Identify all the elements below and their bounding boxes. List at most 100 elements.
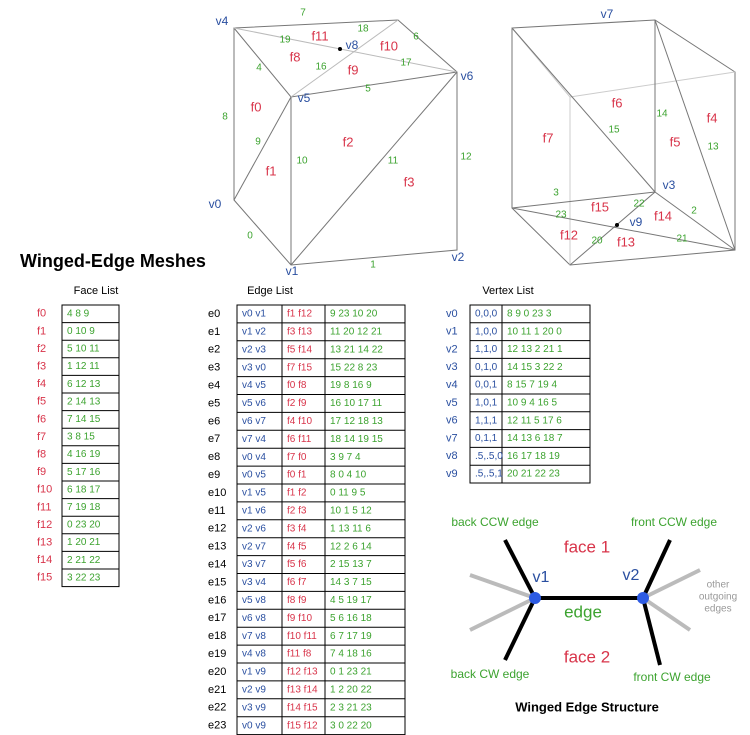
edge-label: 20 (591, 236, 603, 247)
cell: f11 f8 (287, 649, 312, 660)
cell: 3 8 15 (67, 432, 95, 443)
vertice-label: v5 (298, 91, 311, 105)
cell: 1 20 21 (67, 537, 101, 548)
edge-label: 21 (676, 234, 688, 245)
row-label: v9 (446, 468, 458, 480)
edge-label: 10 (296, 156, 308, 167)
cell: v4 v5 (242, 380, 266, 391)
row-label: v0 (446, 308, 458, 320)
cell: 0,1,1 (475, 433, 498, 444)
row-label: e0 (208, 308, 220, 320)
cell: 6 7 17 19 (330, 631, 372, 642)
cell: 1,0,1 (475, 398, 498, 409)
vertice-label: v3 (663, 178, 676, 192)
cell: 7 4 18 16 (330, 649, 372, 660)
cell: v3 v0 (242, 362, 266, 373)
cell: 4 16 19 (67, 449, 101, 460)
row-label: v4 (446, 379, 458, 391)
cell: v1 v5 (242, 488, 266, 499)
structure-note: outgoing (699, 592, 737, 603)
cell: 2 21 22 (67, 555, 101, 566)
cell: v2 v7 (242, 541, 266, 552)
row-label: e17 (208, 612, 226, 624)
face-label: f9 (348, 62, 359, 77)
face-label: f15 (591, 199, 609, 214)
row-label: v1 (446, 326, 458, 338)
cell: 17 12 18 13 (330, 416, 383, 427)
cube-2-lines (511, 19, 736, 266)
structure-label: v1 (533, 569, 550, 586)
cell: 10 11 1 20 0 (507, 326, 562, 337)
face-label: f12 (560, 227, 578, 242)
cell: 13 21 14 22 (330, 344, 383, 355)
edge-label: 15 (608, 125, 620, 136)
vertice-label: v4 (216, 14, 229, 28)
cell: 5 17 16 (67, 467, 101, 478)
row-label: e10 (208, 487, 226, 499)
vertice-label: v7 (601, 7, 614, 21)
cell: f1 f2 (287, 488, 307, 499)
row-label: e1 (208, 326, 220, 338)
vertice-label: v0 (209, 197, 222, 211)
cell: 3 9 7 4 (330, 452, 361, 463)
row-label: f14 (37, 554, 52, 566)
structure-note: other (707, 580, 730, 591)
cell: f0 f1 (287, 470, 307, 481)
edge-label: 23 (555, 210, 567, 221)
cell: v0 v5 (242, 470, 266, 481)
cell: 0 1 23 21 (330, 667, 372, 678)
row-label: v5 (446, 397, 458, 409)
row-label: f4 (37, 378, 46, 390)
cell: 5 10 11 (67, 344, 100, 355)
edge-label: 4 (256, 63, 262, 74)
cell: v4 v8 (242, 649, 266, 660)
cell: 8 15 7 19 4 (507, 380, 557, 391)
cell: 1 13 11 6 (330, 523, 371, 534)
cell: f7 f0 (287, 452, 307, 463)
cell: 4 5 19 17 (330, 595, 372, 606)
edge-label: 22 (633, 199, 645, 210)
row-label: e18 (208, 630, 226, 642)
cell: f0 f8 (287, 380, 307, 391)
row-label: f2 (37, 343, 46, 355)
cell: 0,0,0 (475, 309, 498, 320)
row-label: e5 (208, 397, 220, 409)
cell: v7 v4 (242, 434, 266, 445)
row-label: e12 (208, 523, 226, 535)
cell: v5 v6 (242, 398, 266, 409)
cell: f14 f15 (287, 702, 318, 713)
cell: 20 21 22 23 (507, 469, 560, 480)
cell: v2 v9 (242, 684, 266, 695)
cell: 19 8 16 9 (330, 380, 372, 391)
cell: 3 22 23 (67, 572, 101, 583)
cell: 0 23 20 (67, 520, 101, 531)
edge-label: 1 (370, 260, 376, 271)
cell: v3 v7 (242, 559, 266, 570)
structure-label: front CCW edge (631, 515, 717, 529)
cell: 6 12 13 (67, 379, 101, 390)
cell: f4 f5 (287, 541, 307, 552)
cell: 1,1,1 (475, 415, 498, 426)
cell: v2 v3 (242, 344, 266, 355)
edge-label: 8 (222, 112, 228, 123)
table-header: Face List (74, 285, 119, 297)
row-label: f15 (37, 572, 52, 584)
face-label: f13 (617, 234, 635, 249)
face-label: f4 (707, 110, 718, 125)
cell: v0 v1 (242, 309, 266, 320)
cell: f7 f15 (287, 362, 312, 373)
structure-label: back CW edge (451, 667, 530, 681)
cell: v7 v8 (242, 631, 266, 642)
row-label: f1 (37, 325, 46, 337)
cell: f2 f9 (287, 398, 307, 409)
face-label: f0 (251, 99, 262, 114)
edge-label: 9 (255, 137, 261, 148)
structure-label: face 1 (564, 537, 610, 556)
cell: 8 9 0 23 3 (507, 309, 552, 320)
cell: f2 f3 (287, 505, 307, 516)
face-label: f14 (654, 208, 672, 223)
cell: f8 f9 (287, 595, 307, 606)
cell: v6 v8 (242, 613, 266, 624)
edge-label: 13 (707, 142, 719, 153)
